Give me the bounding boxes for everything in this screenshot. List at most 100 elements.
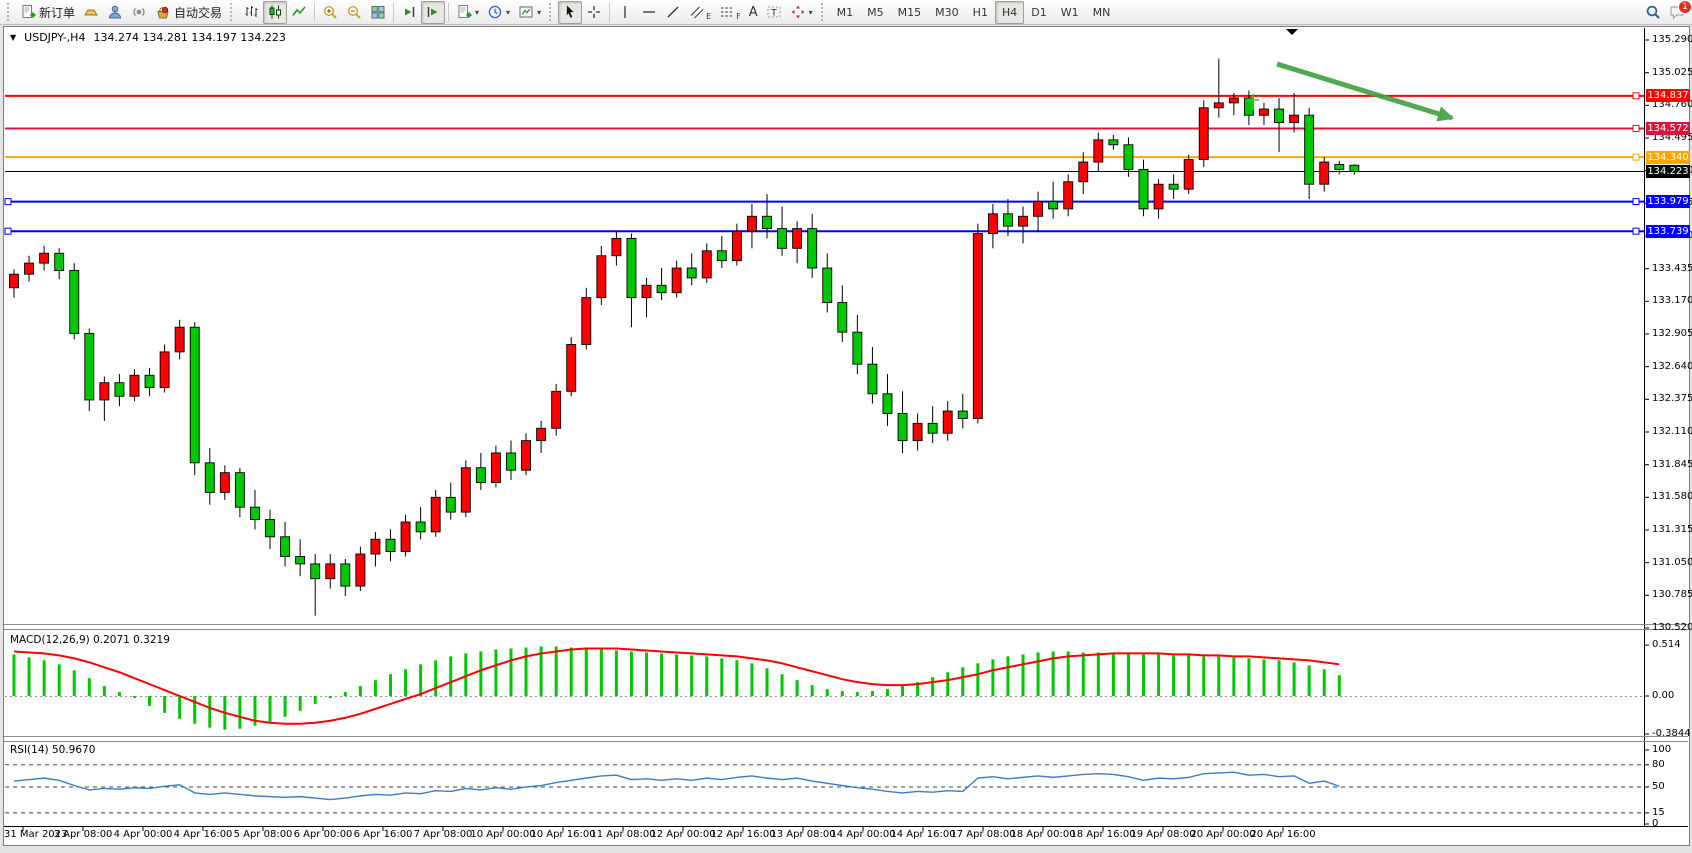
main-toolbar: 新订单 自动交易 ▾ ▾ ▾ E F A T ▾ M1 M5 M15 M30 H1 H4 D1 W1 MN 1 <box>0 0 1692 25</box>
chevron-down-icon[interactable]: ▾ <box>475 7 480 17</box>
line-handle[interactable] <box>4 227 12 235</box>
line-handle[interactable] <box>4 198 12 206</box>
timeframe-d1-button[interactable]: D1 <box>1024 1 1053 24</box>
candle <box>852 314 863 375</box>
time-axis-label: 17 Apr 08:00 <box>950 829 1016 840</box>
timeframe-w1-button[interactable]: W1 <box>1054 1 1086 24</box>
search-button[interactable] <box>1641 1 1665 24</box>
candle <box>1168 174 1179 200</box>
price-axis-label: 132.375 <box>1652 393 1692 405</box>
chart-shift-marker[interactable] <box>1286 29 1298 35</box>
symbol-timeframe-label: USDJPY-,H4 <box>24 31 86 44</box>
gold-icon <box>84 9 98 16</box>
candle-icon <box>269 5 282 19</box>
price-axis-label: 133.170 <box>1652 295 1692 307</box>
text-tool-button[interactable]: A <box>745 1 762 24</box>
add-indicator-button[interactable]: ▾ <box>452 1 483 24</box>
candle <box>1003 199 1013 236</box>
autotrading-button-label: 自动交易 <box>174 5 223 20</box>
periods-button[interactable]: ▾ <box>483 1 514 24</box>
candle <box>265 509 275 550</box>
candle <box>626 233 637 328</box>
cursor-tool-button[interactable] <box>558 0 583 24</box>
hline-price-label: 134.837 <box>1646 89 1690 103</box>
candle <box>1108 134 1119 150</box>
label-tool-button[interactable]: T <box>762 1 786 24</box>
vertical-line-tool-button[interactable] <box>613 1 637 24</box>
line-handle[interactable] <box>1632 153 1640 161</box>
gold-ingot-button[interactable] <box>79 1 103 24</box>
text-tool-button-glyph: A <box>748 4 758 20</box>
chevron-down-icon[interactable]: ▾ <box>506 7 511 17</box>
candle <box>400 514 411 557</box>
candle <box>1138 159 1149 217</box>
candle <box>1228 93 1239 116</box>
symbol-dropdown-icon[interactable]: ▼ <box>10 33 17 42</box>
hline-icon <box>643 11 656 13</box>
time-axis-label: 10 Apr 00:00 <box>470 829 536 840</box>
timeframe-mn-button[interactable]: MN <box>1086 1 1118 24</box>
time-axis-label: 12 Apr 16:00 <box>710 829 776 840</box>
toolbar-separator <box>609 2 611 22</box>
price-axis-label: 131.050 <box>1652 556 1692 568</box>
candle <box>972 223 983 424</box>
line-handle[interactable] <box>1632 92 1640 100</box>
rsi-axis-label: 80 <box>1652 758 1665 770</box>
channel-icon <box>690 6 704 19</box>
arrow-annotation[interactable] <box>1276 61 1454 122</box>
timeframe-m30-button[interactable]: M30 <box>928 1 966 24</box>
candle <box>129 369 140 402</box>
candle <box>355 546 366 592</box>
timeframe-m5-button[interactable]: M5 <box>860 1 891 24</box>
fibonacci-tool-button[interactable]: F <box>715 1 745 24</box>
tile-windows-button[interactable] <box>366 1 390 24</box>
line-chart-button[interactable] <box>287 1 311 24</box>
macd-signal-line <box>13 647 1340 725</box>
line-handle[interactable] <box>1632 227 1640 235</box>
candle <box>234 467 245 518</box>
timeframe-m15-button[interactable]: M15 <box>891 1 929 24</box>
macd-axis-label: -0.3844 <box>1652 728 1691 740</box>
timeframe-m1-button[interactable]: M1 <box>830 1 861 24</box>
line-handle[interactable] <box>1632 198 1640 206</box>
horizontal-line-tool-button[interactable] <box>637 1 661 24</box>
notifications-button[interactable]: 1 <box>1665 0 1692 24</box>
candle <box>1063 174 1074 217</box>
line-handle[interactable] <box>1632 125 1640 133</box>
chevron-down-icon[interactable]: ▾ <box>808 7 813 17</box>
candle <box>822 253 833 313</box>
templates-button[interactable]: ▾ <box>514 1 545 24</box>
zoom-out-button[interactable] <box>342 1 366 24</box>
profile-button[interactable] <box>103 1 127 24</box>
crosshair-tool-button[interactable] <box>582 1 606 24</box>
linechart-icon <box>292 6 306 16</box>
trendline-tool-button[interactable] <box>661 1 685 24</box>
vline-icon <box>624 6 626 18</box>
zoom-in-button[interactable] <box>318 1 342 24</box>
timeframe-h4-button[interactable]: H4 <box>994 0 1025 24</box>
timeframe-h1-button[interactable]: H1 <box>966 1 995 24</box>
auto-scroll-button[interactable] <box>397 1 421 24</box>
time-axis-label: 19 Apr 08:00 <box>1130 829 1196 840</box>
trade-cross-marker[interactable] <box>1247 94 1259 110</box>
candle <box>807 213 818 278</box>
arrows-tool-button[interactable]: ▾ <box>786 1 817 24</box>
bar-chart-button[interactable] <box>239 1 263 24</box>
candle <box>701 243 712 283</box>
price-axis-label: 131.845 <box>1652 458 1692 470</box>
channel-tool-button[interactable]: E <box>685 1 715 24</box>
tile-icon <box>371 6 385 19</box>
price-axis-label: 130.520 <box>1652 621 1692 633</box>
candlestick-chart-button[interactable] <box>263 0 288 24</box>
new-order-button[interactable]: 新订单 <box>16 1 79 24</box>
scroll-end-icon <box>405 7 415 17</box>
macd-axis-label: 0.514 <box>1652 639 1681 651</box>
autotrading-button[interactable]: 自动交易 <box>151 1 226 24</box>
chevron-down-icon[interactable]: ▾ <box>537 7 542 17</box>
chart-shift-button[interactable] <box>421 0 446 24</box>
new-order-button-label: 新订单 <box>39 5 76 20</box>
rsi-line <box>13 771 1340 801</box>
signals-button[interactable] <box>127 1 151 24</box>
candle <box>490 445 501 488</box>
